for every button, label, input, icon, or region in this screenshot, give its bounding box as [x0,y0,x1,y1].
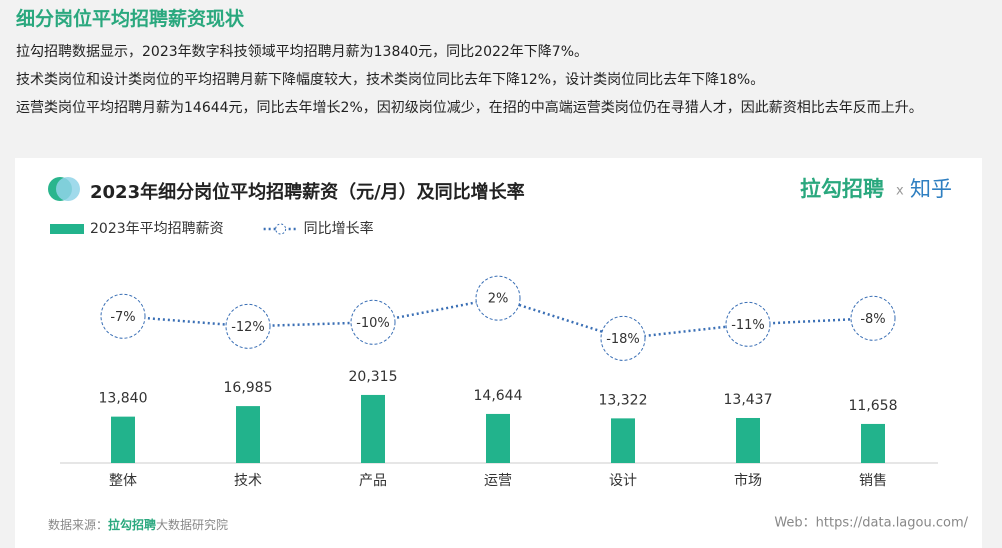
x-tick-label: 产品 [359,473,387,489]
brand-partner: 知乎 [910,177,952,201]
data-label: 13,840 [99,391,148,407]
data-label: 2% [488,292,509,307]
source-suffix: 大数据研究院 [156,517,228,532]
data-label: 16,985 [224,380,273,396]
x-tick-label: 整体 [109,473,137,489]
x-tick-label: 设计 [609,473,637,489]
data-label: -10% [356,316,390,331]
data-label: -8% [860,312,885,327]
bar [861,423,885,463]
source-brand: 拉勾招聘 [108,517,156,532]
x-tick-label: 运营 [484,473,512,489]
x-tick-label: 技术 [234,473,262,489]
data-label: 13,322 [599,392,648,408]
chart-title: 2023年细分岗位平均招聘薪资（元/月）及同比增长率 [90,181,525,203]
point [350,299,396,345]
bar [236,406,260,463]
data-label: -18% [606,332,640,347]
legend-marker [275,223,287,235]
bar [361,394,385,463]
point [600,315,646,361]
data-label: 11,658 [849,398,898,414]
source: 数据来源：拉勾招聘大数据研究院 [48,517,228,532]
data-label: 14,644 [474,388,523,404]
bar [611,418,635,463]
bar [486,413,510,463]
icon [56,177,80,201]
card [15,158,982,548]
paragraph: 拉勾招聘数据显示，2023年数字科技领域平均招聘月薪为13840元，同比2022… [16,44,589,60]
data-label: -11% [731,318,765,333]
heading: 细分岗位平均招聘薪资现状 [16,8,245,30]
web: Web：https://data.lagou.com/ [774,516,968,531]
brand: 拉勾招聘 [800,177,884,201]
legend-label: 2023年平均招聘薪资 [90,221,224,237]
bar [111,416,135,463]
point [475,275,521,321]
point [725,301,771,347]
data-label: 20,315 [349,369,398,385]
point [850,295,896,341]
paragraph: 运营类岗位平均招聘月薪为14644元，同比去年增长2%，因初级岗位减少，在招的中… [16,100,923,116]
legend-swatch [50,224,84,234]
paragraphs: 拉勾招聘数据显示，2023年数字科技领域平均招聘月薪为13840元，同比2022… [16,38,986,122]
paragraph: 技术类岗位和设计类岗位的平均招聘月薪下降幅度较大，技术类岗位同比去年下降12%，… [16,72,765,88]
legend-label: 同比增长率 [304,220,374,237]
brand-sep: x [896,184,904,199]
bar [736,417,760,463]
data-label: -7% [110,310,135,325]
data-label: -12% [231,320,265,335]
source-label: 数据来源： [48,517,108,532]
data-label: 13,437 [724,392,773,408]
x-tick-label: 销售 [859,473,887,489]
point [100,293,146,339]
point [225,303,271,349]
x-tick-label: 市场 [734,472,762,489]
